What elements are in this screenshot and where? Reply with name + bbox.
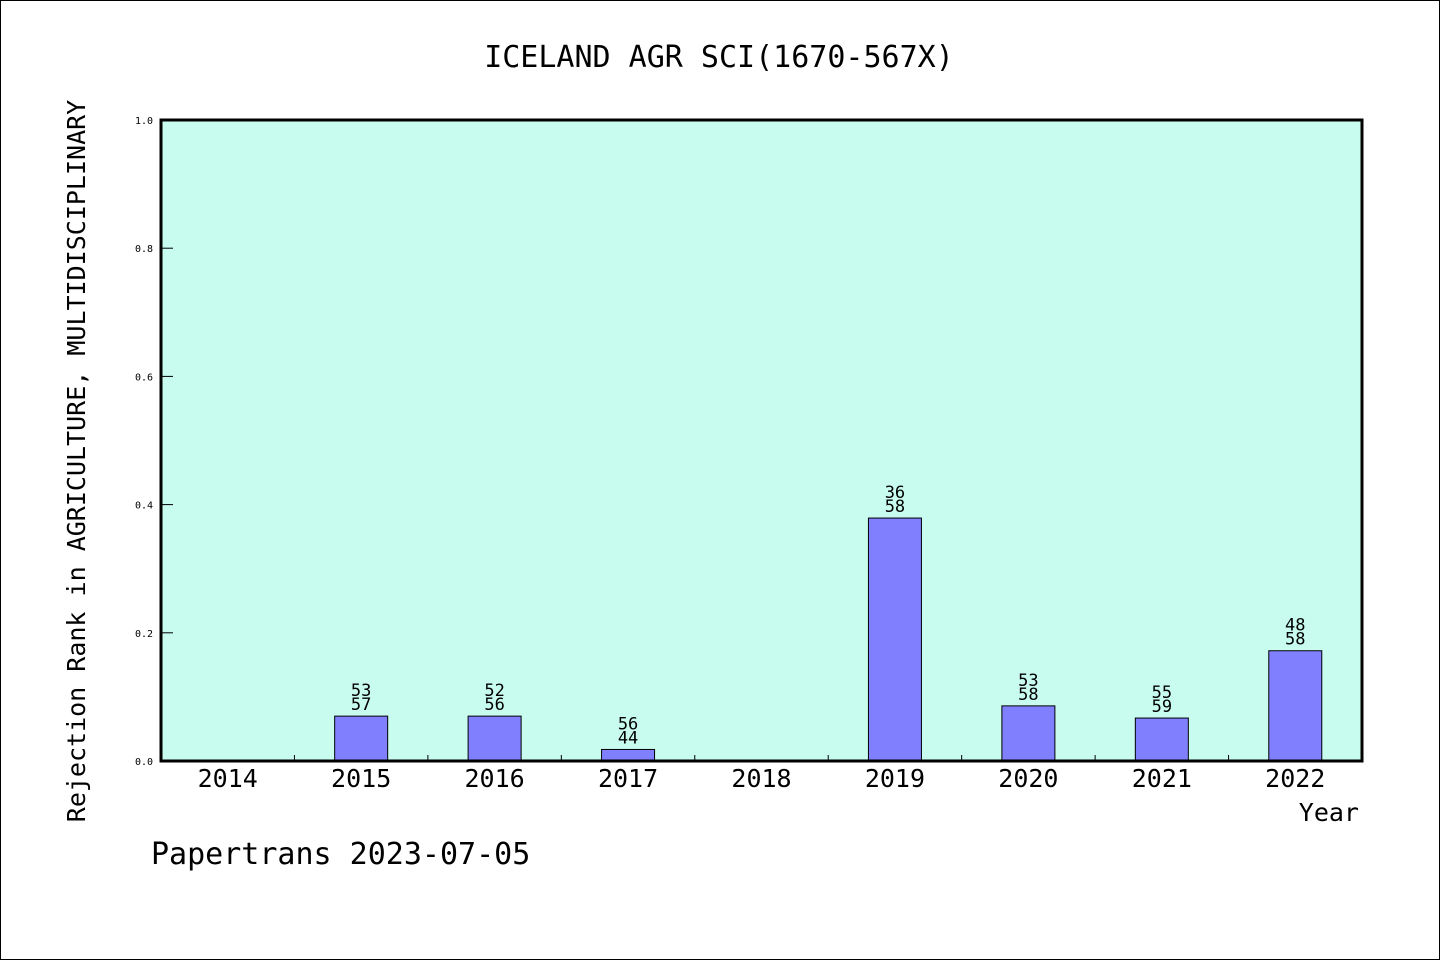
x-tick-label: 2017 (598, 764, 658, 793)
x-tick-label: 2014 (198, 764, 258, 793)
bar-2015 (334, 715, 389, 762)
bar-total-label: 58 (1285, 630, 1305, 650)
x-tick-label: 2018 (731, 764, 791, 793)
bar-total-label: 56 (484, 695, 504, 715)
bar-total-label: 58 (1018, 685, 1038, 705)
bar-rank-label: 52 (484, 681, 504, 701)
bar-rank-label: 36 (885, 483, 905, 503)
x-tick-label: 2020 (998, 764, 1058, 793)
bar-2019 (867, 517, 922, 762)
x-axis: 2014 2015 2016 2017 2018 2019 2020 2021 2022 (198, 755, 1325, 793)
x-axis-title: Year (1299, 798, 1359, 827)
plot-area (161, 120, 1362, 761)
bar-2021 (1134, 717, 1189, 762)
bar-total-label: 59 (1152, 697, 1172, 717)
x-tick-label: 2021 (1132, 764, 1192, 793)
x-tick-label: 2016 (465, 764, 525, 793)
bar-rank-label: 48 (1285, 616, 1305, 636)
bar-rank-label: 53 (1018, 671, 1038, 691)
x-tick-label: 2019 (865, 764, 925, 793)
bar-2017 (601, 748, 656, 762)
y-axis-title: Rejection Rank in AGRICULTURE, MULTIDISC… (62, 100, 91, 822)
footer-credit: Papertrans 2023-07-05 (151, 837, 530, 872)
bar-rank-label: 56 (618, 714, 638, 734)
bar-rank-label: 53 (351, 681, 371, 701)
bar-total-label: 58 (885, 497, 905, 517)
bar-2020 (1001, 705, 1056, 762)
y-axis: 0.0 0.2 0.4 0.6 0.8 1.0 (135, 116, 173, 768)
x-tick-label: 2015 (331, 764, 391, 793)
y-tick-label: 0.2 (135, 629, 153, 640)
bars (334, 517, 1323, 762)
bar-2016 (467, 715, 522, 762)
bar-rank-label: 55 (1152, 683, 1172, 703)
chart-title: ICELAND AGR SCI(1670-567X) (484, 40, 954, 75)
y-tick-label: 0.0 (135, 757, 153, 768)
x-tick-label: 2022 (1265, 764, 1325, 793)
bar-total-label: 57 (351, 695, 371, 715)
y-tick-label: 0.6 (135, 372, 153, 383)
y-tick-label: 1.0 (135, 116, 153, 127)
bar-2022 (1268, 650, 1323, 762)
y-tick-label: 0.4 (135, 501, 153, 512)
y-tick-label: 0.8 (135, 244, 153, 255)
plot-border (159, 118, 1364, 763)
bar-total-label: 44 (618, 728, 638, 748)
